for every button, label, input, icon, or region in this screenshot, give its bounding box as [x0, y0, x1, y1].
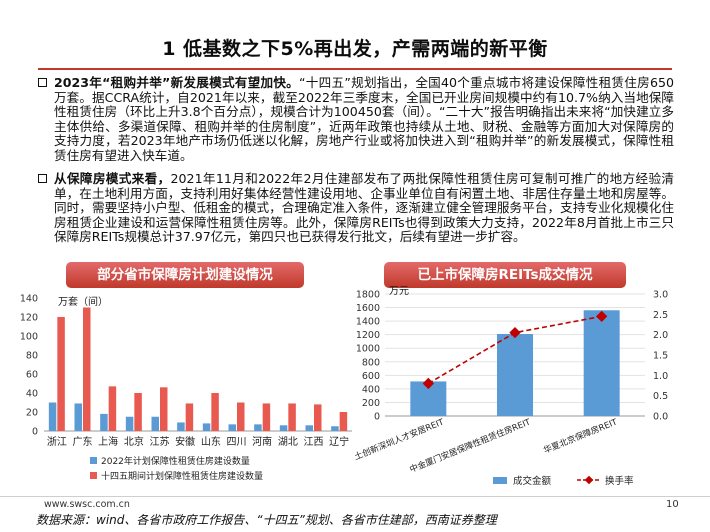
- y-left-tick-label: 1800: [356, 290, 380, 301]
- y-left-tick-label: 400: [362, 384, 380, 395]
- unit-label: 万套（间）: [58, 295, 108, 308]
- legend-label: 十四五期间计划保障性租赁住房建设数量: [101, 470, 263, 482]
- bar-plan-2022-北京: [125, 416, 134, 431]
- paragraph-housing-model: 从保障房模式来看，2021年11月和2022年2月住建部发布了两批保障性租赁住房…: [38, 171, 675, 245]
- y-right-tick-label: 1.0: [653, 371, 668, 382]
- bar-plan-14th-河南: [262, 403, 271, 431]
- x-tick-label: 广东: [73, 435, 93, 448]
- paragraph-lead: 从保障房模式来看，: [54, 171, 171, 186]
- y-right-tick-label: 1.5: [653, 351, 668, 362]
- bar-plan-2022-江苏: [151, 416, 159, 431]
- bar-plan-2022-河南: [254, 424, 262, 431]
- bar-volume-1: [497, 333, 533, 416]
- y-right-tick-label: 0.0: [653, 412, 668, 423]
- bar-plan-14th-浙江: [57, 317, 65, 431]
- x-tick-label: 上海: [98, 435, 118, 448]
- paragraph-text: 2021年11月和2022年2月住建部发布了两批保障性租赁住房可复制可推广的地方…: [54, 171, 675, 245]
- y-right-tick-label: 3.0: [653, 290, 668, 301]
- legend-swatch: [90, 472, 97, 479]
- legend-marker-turnover: [584, 475, 594, 485]
- page-number: 10: [666, 499, 679, 510]
- bar-plan-2022-安徽: [177, 422, 185, 431]
- y-tick-label: 0: [32, 427, 38, 438]
- y-left-tick-label: 800: [362, 357, 380, 368]
- square-bullet-icon: [38, 78, 47, 87]
- x-tick-label: 湖北: [278, 436, 298, 448]
- reits-trading-chart: 0 200 400 600 800 1000 1200 1400 1600 1800 0.0 0.5 1…: [355, 286, 668, 487]
- y-left-tick-label: 600: [362, 371, 380, 382]
- square-bullet-icon: [38, 174, 47, 183]
- y-tick-label: 20: [26, 408, 38, 419]
- bar-plan-2022-江西: [305, 425, 313, 431]
- paragraph-text: “十四五”规划指出，全国40个重点城市将建设保障性租赁住房650万套。据CCRA…: [54, 75, 674, 163]
- y-right-tick-label: 2.0: [653, 330, 668, 341]
- legend-label-turnover: 换手率: [605, 475, 634, 487]
- bar-plan-14th-江西: [314, 404, 322, 431]
- chart-left-banner: 部分省市保障房计划建设情况: [66, 262, 304, 288]
- paragraph-lead: 2023年“租购并举”新发展模式有望加快。: [54, 75, 300, 90]
- paragraph-rental-policy: 2023年“租购并举”新发展模式有望加快。“十四五”规划指出，全国40个重点城市…: [38, 75, 674, 164]
- legend-label-volume: 成交金额: [513, 475, 552, 487]
- x-tick-label: 安徽: [175, 435, 195, 448]
- y-right-tick-label: 2.5: [653, 310, 668, 321]
- y-left-tick-label: 1200: [356, 330, 380, 341]
- x-tick-label: 江西: [304, 436, 324, 448]
- bar-plan-14th-山东: [211, 393, 219, 431]
- bar-plan-2022-上海: [100, 413, 108, 431]
- y-tick-label: 80: [26, 351, 38, 362]
- bar-plan-14th-辽宁: [339, 412, 348, 431]
- data-source-note: 数据来源：wind、各省市政府工作报告、“十四五”规划、各省市住建部，西南证券整…: [36, 513, 497, 527]
- y-tick-label: 140: [20, 294, 38, 305]
- bar-plan-2022-山东: [202, 423, 211, 431]
- y-tick-label: 60: [26, 370, 38, 381]
- x-tick-label: 山东: [201, 435, 221, 448]
- y-tick-label: 120: [20, 313, 38, 324]
- x-tick-label: 浙江: [47, 436, 67, 448]
- bar-plan-14th-上海: [108, 386, 117, 431]
- footer-website[interactable]: www.swsc.com.cn: [44, 499, 130, 510]
- bar-volume-2: [583, 310, 620, 416]
- x-tick-label: 河南: [252, 435, 272, 448]
- bar-plan-14th-江苏: [160, 387, 168, 431]
- x-tick-label: 辽宁: [329, 435, 349, 448]
- footer-divider: [0, 496, 710, 497]
- x-tick-label: 华夏北京保障房REIT: [542, 416, 620, 456]
- bar-plan-14th-广东: [83, 307, 91, 431]
- bar-plan-14th-北京: [134, 393, 142, 431]
- y-left-tick-label: 200: [362, 398, 380, 409]
- bar-plan-14th-湖北: [288, 403, 296, 431]
- y-left-tick-label: 1600: [356, 303, 380, 314]
- legend-swatch: [90, 457, 97, 464]
- bar-plan-2022-四川: [228, 424, 236, 431]
- bar-plan-2022-浙江: [48, 402, 57, 431]
- y-left-tick-label: 1400: [356, 317, 380, 328]
- unit-label: 万元: [389, 286, 409, 297]
- bar-plan-14th-四川: [237, 402, 245, 431]
- province-housing-chart: 0 20 40 60 80 100 120 140 万套（间） 浙江 广东 上海 北京 江苏 安徽 山东 四川河…: [20, 294, 352, 482]
- y-right-tick-label: 0.5: [653, 391, 668, 402]
- x-tick-label: 江苏: [150, 435, 170, 448]
- y-left-tick-label: 0: [374, 412, 380, 423]
- y-tick-label: 100: [20, 332, 38, 343]
- bar-plan-2022-湖北: [279, 425, 288, 431]
- x-tick-label: 四川: [227, 437, 247, 448]
- bar-plan-2022-辽宁: [331, 426, 339, 431]
- legend-swatch-volume: [493, 477, 507, 484]
- bar-plan-2022-广东: [74, 403, 82, 431]
- title-divider: [38, 68, 672, 70]
- bar-plan-14th-安徽: [185, 403, 194, 431]
- x-tick-label: 北京: [124, 435, 144, 448]
- y-left-tick-label: 1000: [356, 344, 380, 355]
- legend-label: 2022年计划保障性租赁住房建设数量: [101, 455, 250, 467]
- page-title: 1 低基数之下5%再出发，产需两端的新平衡: [162, 38, 548, 60]
- y-tick-label: 40: [26, 389, 38, 400]
- chart-right-banner: 已上市保障房REITs成交情况: [384, 262, 626, 288]
